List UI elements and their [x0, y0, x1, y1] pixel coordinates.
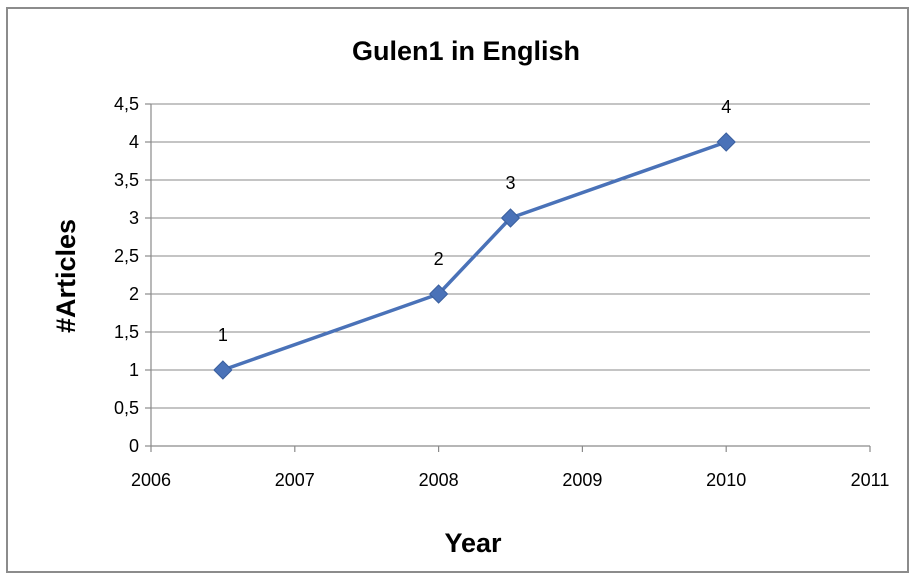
y-axis-tick-labels: 0 0,5 1 1,5 2 2,5 3 3,5 4 4,5 — [114, 94, 139, 456]
y-tick-label: 0,5 — [114, 398, 139, 418]
y-tick-label: 1,5 — [114, 322, 139, 342]
y-tick-label: 0 — [129, 436, 139, 456]
data-labels: 1 2 3 4 — [218, 97, 731, 345]
x-axis-title: Year — [444, 528, 502, 558]
x-tick-label: 2011 — [851, 470, 890, 490]
x-tick-label: 2006 — [131, 470, 171, 490]
gridlines — [151, 103, 870, 409]
data-point-marker — [500, 208, 521, 228]
x-axis-tick-labels: 2006 2007 2008 2009 2010 2011 — [131, 470, 889, 490]
x-tick-label: 2009 — [562, 470, 602, 490]
chart-title: Gulen1 in English — [352, 36, 580, 66]
data-point-marker — [428, 284, 449, 304]
data-label: 1 — [218, 325, 228, 345]
data-label: 2 — [434, 249, 444, 269]
y-tick-label: 3 — [129, 208, 139, 228]
series-group — [213, 132, 736, 380]
data-label: 4 — [721, 97, 731, 117]
chart-frame — [6, 7, 909, 573]
x-tick-label: 2008 — [419, 470, 459, 490]
y-tick-label: 4,5 — [114, 94, 139, 114]
y-axis-title: #Articles — [51, 219, 81, 333]
series-line — [221, 140, 728, 372]
x-tick-label: 2007 — [275, 470, 315, 490]
y-tick-label: 2 — [129, 284, 139, 304]
y-tick-label: 3,5 — [114, 170, 139, 190]
y-tick-label: 2,5 — [114, 246, 139, 266]
x-tick-label: 2010 — [706, 470, 746, 490]
data-point-marker — [716, 132, 736, 152]
y-tick-label: 4 — [129, 132, 139, 152]
y-tick-label: 1 — [129, 360, 139, 380]
axes — [145, 103, 871, 452]
data-label: 3 — [505, 173, 515, 193]
data-point-marker — [213, 360, 233, 380]
